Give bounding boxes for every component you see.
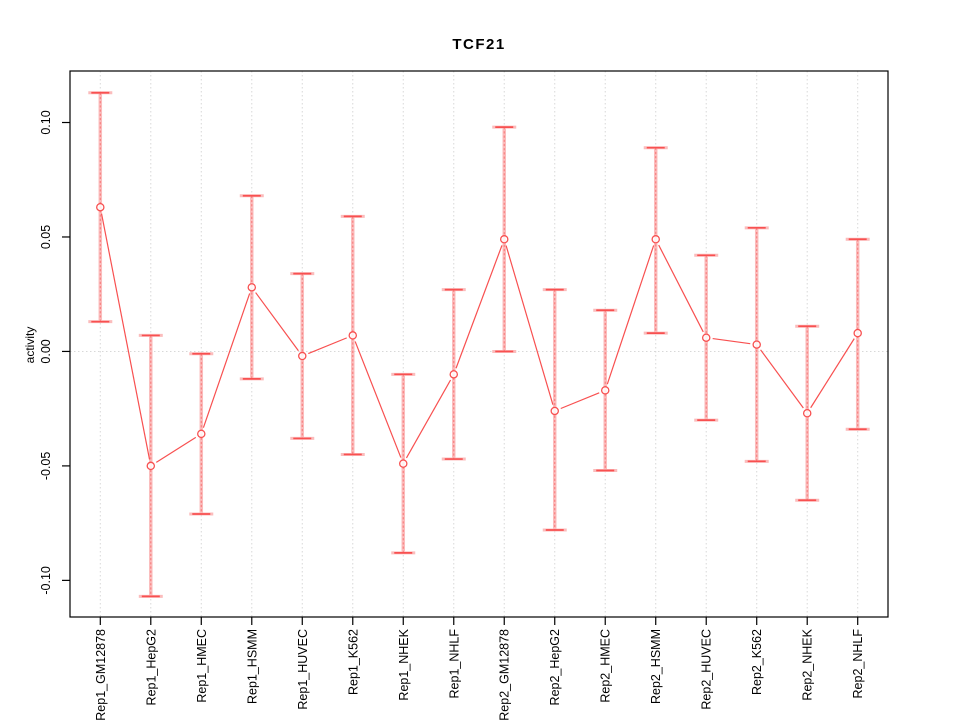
data-point xyxy=(853,328,862,338)
series-line-segment xyxy=(202,293,251,428)
data-point xyxy=(298,351,307,361)
series-line-segment xyxy=(658,244,704,333)
x-tick-label: Rep1_K562 xyxy=(346,629,360,695)
y-tick-label: 0.05 xyxy=(39,225,53,249)
data-point xyxy=(550,406,559,416)
data-point xyxy=(399,459,408,468)
x-tick-label: Rep1_NHLF xyxy=(447,629,461,699)
x-tick-label: Rep1_HMEC xyxy=(195,629,209,703)
data-point xyxy=(96,202,105,212)
data-point xyxy=(600,386,610,395)
x-tick-label: Rep2_GM12878 xyxy=(498,629,512,720)
x-tick-label: Rep2_HUVEC xyxy=(700,629,714,710)
data-point xyxy=(802,409,812,418)
data-point xyxy=(701,333,711,342)
chart-title: TCF21 xyxy=(452,36,506,53)
series-line-segment xyxy=(606,245,655,385)
series-line-segment xyxy=(760,349,804,409)
x-tick-label: Rep2_NHEK xyxy=(801,628,815,700)
data-point xyxy=(146,461,156,471)
x-tick-label: Rep1_HSMM xyxy=(245,629,259,704)
x-tick-label: Rep1_GM12878 xyxy=(94,629,108,720)
series-line-segment xyxy=(712,337,751,345)
y-tick-label: 0.00 xyxy=(39,339,53,363)
series-line-segment xyxy=(810,338,855,409)
data-point xyxy=(348,331,358,340)
series-line-segment xyxy=(100,213,151,460)
y-axis-label: activity xyxy=(23,326,37,364)
series-line-segment xyxy=(354,341,402,458)
x-tick-label: Rep1_NHEK xyxy=(397,628,411,700)
x-tick-label: Rep1_HUVEC xyxy=(296,629,310,710)
x-tick-label: Rep2_K562 xyxy=(750,629,764,695)
y-tick-label: -0.05 xyxy=(39,452,53,481)
y-tick-label: -0.10 xyxy=(39,566,53,595)
data-point xyxy=(449,370,459,379)
series-line-segment xyxy=(405,379,452,459)
series-line-segment xyxy=(308,337,347,355)
data-point xyxy=(499,235,509,244)
series-line-segment xyxy=(155,436,197,463)
series-line-segment xyxy=(560,392,600,410)
data-point xyxy=(651,235,660,244)
series-line-segment xyxy=(505,245,554,405)
series-line-segment xyxy=(255,292,299,352)
x-tick-label: Rep2_HepG2 xyxy=(548,629,562,705)
plot-border xyxy=(69,70,889,618)
data-point xyxy=(197,429,206,439)
series-line-segment xyxy=(455,245,503,369)
x-tick-label: Rep2_HSMM xyxy=(649,629,663,704)
x-tick-label: Rep1_HepG2 xyxy=(144,629,158,705)
x-tick-label: Rep2_HMEC xyxy=(599,629,613,703)
data-point xyxy=(247,283,257,292)
data-point xyxy=(752,340,761,349)
x-tick-label: Rep2_NHLF xyxy=(851,629,865,699)
y-tick-label: 0.10 xyxy=(39,110,53,134)
